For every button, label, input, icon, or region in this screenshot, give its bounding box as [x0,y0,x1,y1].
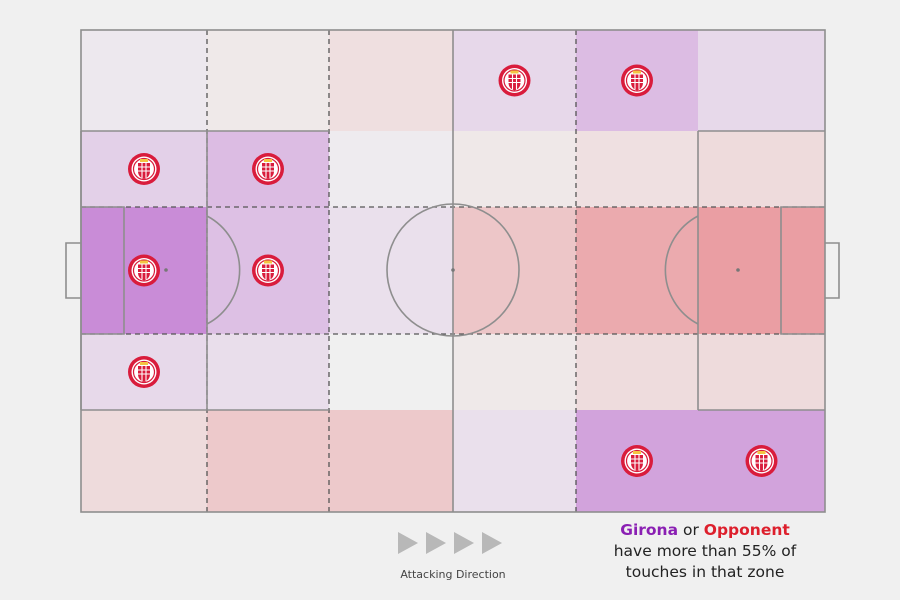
zone-r3-c4 [453,207,576,334]
girona-crest-icon [252,254,284,287]
legend-connector: or [678,521,704,539]
goal-left [65,242,81,299]
penalty-spot-left [164,268,168,272]
zone-r4-c6 [698,334,825,410]
girona-crest-icon [498,64,531,97]
six-yard-box-left [81,206,125,335]
girona-crest-icon [745,445,778,477]
zone-r4-c2 [207,334,329,410]
girona-crest-icon [252,153,284,185]
penalty-spot-right [736,268,740,272]
legend-line-1: Girona or Opponent [590,520,820,541]
legend-opponent-name: Opponent [703,521,790,539]
centre-spot [451,268,455,272]
direction-arrow-icon [426,532,446,554]
zone-r4-c4 [453,334,576,410]
zone-r1-c3 [329,30,453,131]
penalty-arc-right [664,215,699,325]
zone-r2-c5 [576,131,698,207]
girona-crest-icon [128,356,160,388]
legend-line-3: touches in that zone [625,563,785,581]
zone-r1-c1 [81,30,207,131]
girona-crest-icon [128,254,160,287]
zone-r2-c3 [329,131,453,207]
goal-right [825,242,840,299]
direction-arrow-icon [454,532,474,554]
zone-r5-c1 [81,410,207,512]
zone-r3-c3 [329,207,453,334]
zones-layer [81,30,825,512]
direction-arrow-icon [482,532,502,554]
penalty-arc-left [206,215,241,325]
legend-team-name: Girona [620,521,679,539]
direction-arrow-icon [398,532,418,554]
badges-layer [128,64,778,477]
girona-crest-icon [621,64,653,97]
centre-circle [386,203,520,337]
zone-r1-c6 [698,30,825,131]
zone-r5-c4 [453,410,576,512]
legend-line-2: have more than 55% of [613,542,797,560]
attacking-direction-label: Attacking Direction [400,568,506,581]
pitch-markings [65,29,840,513]
zone-r4-c5 [576,334,698,410]
girona-crest-icon [128,153,160,185]
zone-r5-c2 [207,410,329,512]
zone-r4-c3 [329,334,453,410]
zone-r5-c3 [329,410,453,512]
girona-crest-icon [621,445,653,477]
zone-r3-c6 [698,207,825,334]
zone-r3-c5 [576,207,698,334]
zone-r2-c4 [453,131,576,207]
legend: Girona or Opponent have more than 55% of… [590,520,820,583]
attacking-direction-arrows [398,532,510,554]
zone-r2-c6 [698,131,825,207]
zone-r1-c2 [207,30,329,131]
six-yard-box-right [780,206,825,335]
